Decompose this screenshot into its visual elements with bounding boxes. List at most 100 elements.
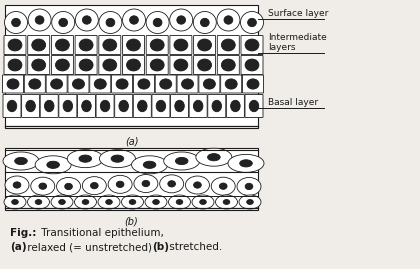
Ellipse shape: [193, 100, 203, 112]
Ellipse shape: [207, 154, 220, 161]
FancyBboxPatch shape: [28, 55, 50, 75]
Ellipse shape: [153, 18, 162, 27]
Ellipse shape: [221, 59, 235, 71]
Ellipse shape: [15, 157, 27, 165]
Ellipse shape: [170, 9, 193, 31]
Ellipse shape: [160, 175, 184, 193]
Ellipse shape: [219, 183, 227, 189]
FancyBboxPatch shape: [3, 94, 21, 118]
Ellipse shape: [168, 181, 176, 187]
Ellipse shape: [27, 195, 50, 209]
Ellipse shape: [99, 12, 122, 34]
Ellipse shape: [192, 195, 214, 209]
Ellipse shape: [82, 200, 89, 204]
Ellipse shape: [240, 160, 252, 167]
Ellipse shape: [142, 180, 150, 187]
Text: (b): (b): [152, 242, 169, 252]
FancyBboxPatch shape: [199, 75, 220, 93]
Ellipse shape: [32, 59, 46, 71]
Ellipse shape: [194, 182, 201, 188]
FancyBboxPatch shape: [28, 36, 50, 55]
FancyBboxPatch shape: [51, 55, 74, 75]
Ellipse shape: [123, 9, 145, 31]
Ellipse shape: [129, 200, 136, 204]
FancyBboxPatch shape: [226, 94, 244, 118]
FancyBboxPatch shape: [134, 75, 155, 93]
Text: (b): (b): [125, 216, 138, 226]
Ellipse shape: [29, 79, 41, 89]
Ellipse shape: [221, 39, 235, 51]
Ellipse shape: [98, 195, 120, 209]
FancyBboxPatch shape: [4, 36, 26, 55]
FancyBboxPatch shape: [99, 36, 121, 55]
FancyBboxPatch shape: [51, 36, 74, 55]
Ellipse shape: [63, 100, 73, 112]
Text: Fig.:: Fig.:: [10, 228, 37, 238]
FancyBboxPatch shape: [189, 94, 207, 118]
Ellipse shape: [237, 178, 261, 196]
Ellipse shape: [94, 79, 106, 89]
Ellipse shape: [13, 182, 21, 188]
Ellipse shape: [103, 39, 117, 51]
Ellipse shape: [100, 150, 135, 168]
Ellipse shape: [203, 79, 215, 89]
FancyBboxPatch shape: [220, 75, 241, 93]
Ellipse shape: [35, 156, 71, 174]
Ellipse shape: [52, 12, 75, 34]
Ellipse shape: [126, 59, 140, 71]
Bar: [5, 148, 258, 210]
Ellipse shape: [223, 200, 230, 204]
Ellipse shape: [174, 59, 188, 71]
Ellipse shape: [134, 175, 158, 193]
FancyBboxPatch shape: [90, 75, 111, 93]
FancyBboxPatch shape: [133, 94, 151, 118]
Ellipse shape: [177, 16, 186, 24]
Ellipse shape: [28, 9, 51, 31]
FancyBboxPatch shape: [146, 36, 168, 55]
FancyBboxPatch shape: [123, 36, 144, 55]
FancyBboxPatch shape: [59, 94, 77, 118]
Ellipse shape: [12, 200, 18, 204]
FancyBboxPatch shape: [123, 55, 144, 75]
Ellipse shape: [239, 195, 261, 209]
Ellipse shape: [100, 100, 110, 112]
Ellipse shape: [55, 39, 69, 51]
Ellipse shape: [168, 195, 191, 209]
Ellipse shape: [137, 100, 147, 112]
FancyBboxPatch shape: [96, 94, 114, 118]
FancyBboxPatch shape: [115, 94, 133, 118]
Ellipse shape: [150, 59, 164, 71]
FancyBboxPatch shape: [75, 36, 97, 55]
Ellipse shape: [156, 100, 165, 112]
Ellipse shape: [90, 182, 98, 189]
Ellipse shape: [176, 200, 183, 204]
Ellipse shape: [47, 161, 60, 168]
Ellipse shape: [245, 183, 253, 190]
Ellipse shape: [82, 16, 91, 24]
Ellipse shape: [247, 200, 253, 204]
Text: relaxed (= unstretched): relaxed (= unstretched): [24, 242, 155, 252]
FancyBboxPatch shape: [68, 75, 89, 93]
Ellipse shape: [4, 195, 26, 209]
Text: stretched.: stretched.: [166, 242, 222, 252]
Text: (a): (a): [125, 136, 138, 146]
Ellipse shape: [32, 39, 46, 51]
FancyBboxPatch shape: [241, 36, 263, 55]
Ellipse shape: [153, 200, 159, 204]
Ellipse shape: [186, 176, 210, 194]
FancyBboxPatch shape: [171, 94, 189, 118]
Ellipse shape: [35, 16, 44, 24]
Ellipse shape: [79, 155, 92, 162]
FancyBboxPatch shape: [146, 55, 168, 75]
FancyBboxPatch shape: [177, 75, 198, 93]
Ellipse shape: [175, 100, 184, 112]
Ellipse shape: [248, 18, 256, 27]
FancyBboxPatch shape: [46, 75, 67, 93]
Ellipse shape: [57, 178, 81, 196]
Ellipse shape: [200, 18, 209, 27]
Text: Transitional epithelium,: Transitional epithelium,: [38, 228, 164, 238]
Ellipse shape: [145, 195, 167, 209]
FancyBboxPatch shape: [21, 94, 39, 118]
Ellipse shape: [55, 59, 69, 71]
Ellipse shape: [126, 39, 140, 51]
